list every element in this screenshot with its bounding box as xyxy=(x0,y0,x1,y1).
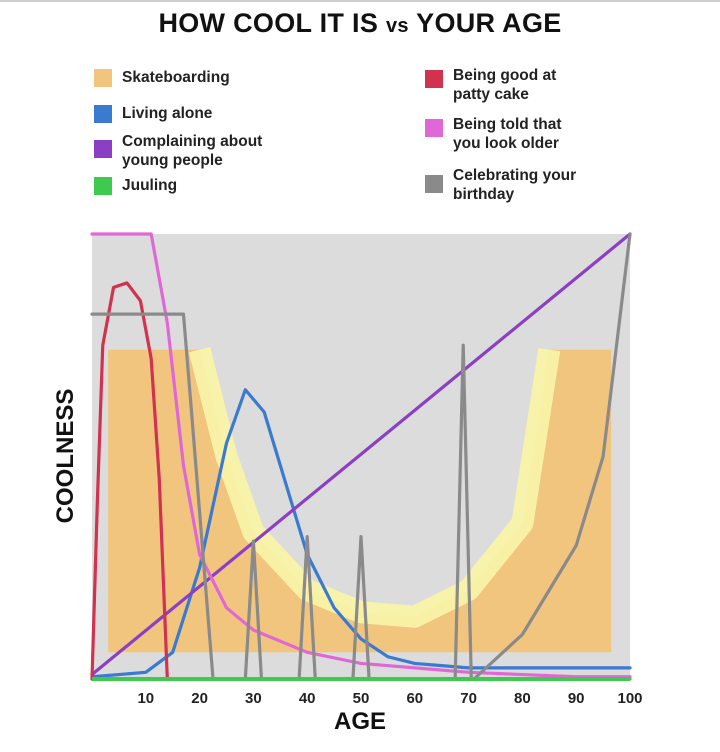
legend-label: Being told that you look older xyxy=(453,116,562,152)
y-axis-title: COOLNESS xyxy=(52,388,79,524)
x-tick-label-20: 20 xyxy=(191,690,208,707)
x-tick-label-100: 100 xyxy=(617,690,642,707)
x-tick-label-80: 80 xyxy=(514,690,531,707)
legend-label: Complaining about young people xyxy=(122,133,263,169)
legend-item-living-alone: Living alone xyxy=(94,104,322,123)
series-line-living-alone xyxy=(90,388,632,679)
legend-item-complaining: Complaining about young people xyxy=(94,132,292,170)
legend-label: Juuling xyxy=(122,177,178,194)
legend-item-juuling: Juuling xyxy=(94,176,322,195)
series-highlight-skateboarding xyxy=(188,347,561,628)
legend-swatch xyxy=(94,177,112,195)
x-tick-label-50: 50 xyxy=(353,690,370,707)
legend-swatch xyxy=(94,69,112,87)
legend-item-patty-cake: Being good at patty cake xyxy=(425,66,588,104)
x-tick-label-60: 60 xyxy=(406,690,423,707)
legend-label: Celebrating your birthday xyxy=(453,167,577,203)
x-tick-label-90: 90 xyxy=(568,690,585,707)
legend-swatch xyxy=(94,105,112,123)
x-tick-label-40: 40 xyxy=(299,690,316,707)
title-end: YOUR AGE xyxy=(416,8,562,38)
top-rule xyxy=(0,0,720,2)
x-tick-label-70: 70 xyxy=(460,690,477,707)
legend-swatch xyxy=(425,175,443,193)
legend-label: Skateboarding xyxy=(122,69,230,86)
legend-item-look-older: Being told that you look older xyxy=(425,115,583,153)
legend-item-birthday: Celebrating your birthday xyxy=(425,166,603,204)
legend-label: Being good at patty cake xyxy=(453,67,557,103)
x-axis-title: AGE xyxy=(333,708,386,735)
title-main: HOW COOL IT IS xyxy=(158,8,379,38)
legend-swatch xyxy=(94,140,112,158)
chart-title: HOW COOL IT IS vs YOUR AGE xyxy=(0,8,720,39)
series-line-being-told-that-you-look-older xyxy=(90,232,632,679)
legend-swatch xyxy=(425,70,443,88)
title-vs: vs xyxy=(385,15,409,37)
x-tick-label-30: 30 xyxy=(245,690,262,707)
series-line-complaining-about-young-people xyxy=(90,232,632,677)
legend-label: Living alone xyxy=(122,105,213,122)
x-tick-label-10: 10 xyxy=(137,690,154,707)
legend-item-skateboarding: Skateboarding xyxy=(94,68,322,87)
legend-swatch xyxy=(425,119,443,137)
series-line-being-good-at-patty-cake xyxy=(90,281,169,681)
